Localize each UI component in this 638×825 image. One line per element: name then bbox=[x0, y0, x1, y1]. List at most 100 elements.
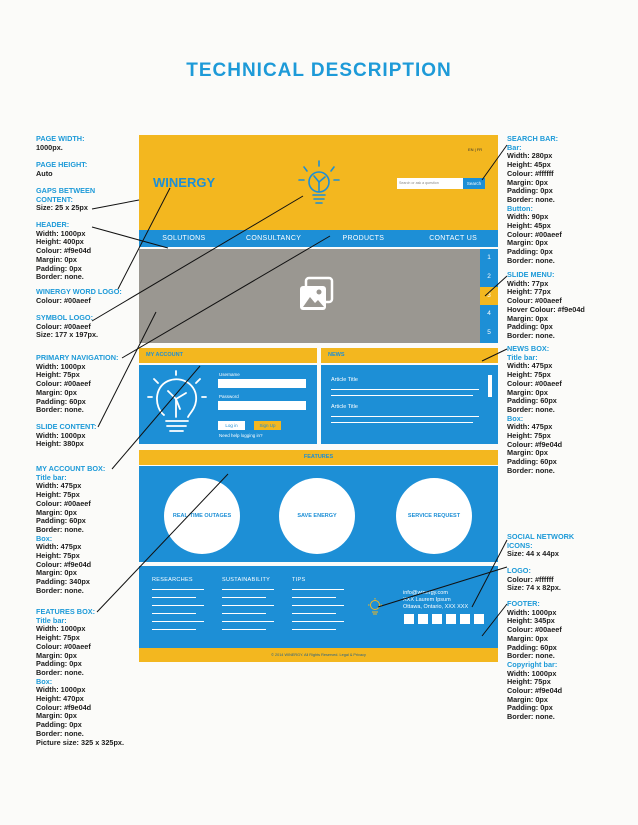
spec-line: Auto bbox=[36, 168, 53, 178]
nav-item-consultancy[interactable]: CONSULTANCY bbox=[246, 235, 302, 242]
social-network-icon[interactable] bbox=[418, 614, 428, 624]
spec-line: Width: 475px bbox=[36, 542, 82, 552]
spec-line: Padding: 60px bbox=[36, 396, 86, 406]
spec-symbol-logo: SYMBOL LOGO: Colour: #00aeef Size: 177 x 1… bbox=[36, 313, 98, 340]
spec-primary-nav: PRIMARY NAVIGATION: Width: 1000px Height: … bbox=[36, 353, 118, 415]
spec-line: Border: none. bbox=[507, 330, 555, 340]
spec-line: Height: 75px bbox=[36, 551, 80, 561]
spec-heading: GAPS BETWEEN bbox=[36, 186, 96, 195]
spec-word-logo: WINERGY WORD LOGO: Colour: #00aeef bbox=[36, 287, 122, 305]
slide-menu-item[interactable]: 5 bbox=[487, 329, 491, 337]
footer-col-researches[interactable]: RESEARCHES bbox=[152, 577, 193, 583]
spec-line: Margin: 0px bbox=[507, 238, 548, 248]
spec-line: Height: 75px bbox=[36, 633, 80, 643]
spec-subheading: Copyright bar: bbox=[507, 659, 558, 669]
spec-heading: NEWS BOX: bbox=[507, 344, 550, 353]
spec-line: Width: 280px bbox=[507, 151, 553, 161]
footer-link-line bbox=[222, 629, 266, 631]
spec-heading: HEADER: bbox=[36, 220, 70, 229]
mockup-word-logo: WINERGY bbox=[153, 175, 216, 190]
footer-email[interactable]: info@winergy.com bbox=[403, 590, 448, 596]
footer-link-line bbox=[152, 629, 196, 631]
spec-page-width: PAGE WIDTH: 1000px. bbox=[36, 134, 85, 152]
nav-item-contact-us[interactable]: CONTACT US bbox=[429, 235, 478, 242]
spec-line: Hover Colour: #f9e04d bbox=[507, 304, 585, 314]
social-network-icon[interactable] bbox=[432, 614, 442, 624]
spec-account-box: MY ACCOUNT BOX: Title bar: Width: 475px Hei… bbox=[36, 464, 105, 596]
username-field[interactable] bbox=[218, 379, 306, 388]
spec-search-bar: SEARCH BAR: Bar: Width: 280px Height: 45px C… bbox=[507, 134, 562, 266]
social-network-icon[interactable] bbox=[460, 614, 470, 624]
slide-menu-item[interactable]: 1 bbox=[487, 254, 491, 261]
spec-line: Margin: 0px bbox=[507, 177, 548, 187]
feature-real-time-outages[interactable]: REAL-TIME OUTAGES bbox=[164, 478, 240, 554]
news-scrollbar[interactable] bbox=[488, 375, 492, 397]
spec-line: Width: 475px bbox=[507, 422, 553, 432]
spec-line: Colour: #00aeef bbox=[507, 296, 562, 306]
news-article-link[interactable]: Article Title bbox=[331, 404, 358, 410]
footer-link-line bbox=[292, 621, 344, 623]
spec-line: Padding: 0px bbox=[36, 720, 82, 730]
spec-line: Border: none. bbox=[507, 194, 555, 204]
nav-item-products[interactable]: PRODUCTS bbox=[342, 235, 385, 242]
login-button[interactable]: Log in bbox=[218, 421, 245, 430]
nav-item-solutions[interactable]: SOLUTIONS bbox=[162, 235, 206, 242]
feature-save-energy[interactable]: SAVE ENERGY bbox=[279, 478, 355, 554]
text-line bbox=[331, 389, 479, 391]
social-network-icon[interactable] bbox=[404, 614, 414, 624]
spec-line: Colour: #00aeef bbox=[36, 641, 91, 651]
footer-link-line bbox=[152, 589, 204, 591]
help-login-link[interactable]: Need help logging in? bbox=[219, 433, 263, 438]
spec-line: Colour: #f9e04d bbox=[36, 559, 92, 569]
spec-heading: PAGE HEIGHT: bbox=[36, 160, 88, 169]
spec-line: Width: 1000px bbox=[507, 607, 557, 617]
mockup-language-switch: EN | FR bbox=[468, 147, 483, 152]
spec-line: Height: 75px bbox=[507, 431, 551, 441]
lightbulb-icon bbox=[298, 160, 340, 204]
footer-col-tips[interactable]: TIPS bbox=[292, 577, 306, 583]
footer bbox=[139, 566, 498, 648]
footer-link-line bbox=[222, 621, 274, 623]
spec-line: Margin: 0px bbox=[36, 568, 77, 578]
text-line bbox=[331, 395, 473, 397]
social-network-icon[interactable] bbox=[474, 614, 484, 624]
spec-page-height: PAGE HEIGHT: Auto bbox=[36, 160, 88, 178]
spec-heading: SLIDE CONTENT: bbox=[36, 422, 97, 431]
footer-col-sustainability[interactable]: SUSTAINABILITY bbox=[222, 577, 271, 583]
spec-line: Size: 74 x 82px. bbox=[507, 583, 561, 593]
spec-line: Colour: #f9e04d bbox=[507, 439, 563, 449]
spec-heading: Title bar: bbox=[36, 472, 67, 482]
footer-link-line bbox=[292, 613, 336, 615]
news-article-link[interactable]: Article Title bbox=[331, 377, 358, 383]
slide-menu-item-active[interactable]: 3 bbox=[480, 286, 498, 306]
spec-line: Padding: 60px bbox=[507, 457, 557, 467]
spec-line: Width: 77px bbox=[507, 278, 549, 288]
spec-line: Margin: 0px bbox=[36, 711, 77, 721]
spec-line: Border: none. bbox=[36, 728, 84, 738]
username-label: Username bbox=[219, 372, 240, 377]
slide-menu-item[interactable]: 2 bbox=[487, 272, 491, 280]
spec-line: Width: 1000px bbox=[36, 361, 86, 371]
spec-line: Padding: 0px bbox=[507, 247, 553, 257]
feature-service-request[interactable]: SERVICE REQUEST bbox=[396, 478, 472, 554]
spec-heading: WINERGY WORD LOGO: bbox=[36, 287, 122, 296]
spec-line: Border: none. bbox=[36, 585, 84, 595]
news-title-bar: NEWS bbox=[321, 348, 498, 363]
mockup-search-input[interactable]: Search or ask a question bbox=[397, 178, 463, 189]
spec-subheading: Button: bbox=[507, 203, 533, 213]
slide-menu-item[interactable]: 4 bbox=[487, 310, 491, 318]
spec-heading: LOGO: bbox=[507, 566, 531, 575]
password-field[interactable] bbox=[218, 401, 306, 410]
social-network-icon[interactable] bbox=[446, 614, 456, 624]
signup-button[interactable]: Sign Up bbox=[254, 421, 281, 430]
footer-link-line bbox=[292, 629, 336, 631]
spec-line: Border: none. bbox=[507, 712, 555, 722]
password-label: Password bbox=[219, 394, 239, 399]
footer-address-city: Ottawa, Ontario, XXX XXX bbox=[403, 604, 469, 610]
spec-heading: PAGE WIDTH: bbox=[36, 134, 85, 143]
spec-subheading: Box: bbox=[36, 676, 53, 686]
mockup-search-button[interactable]: Search bbox=[463, 178, 485, 189]
spec-subheading: Box: bbox=[36, 533, 53, 543]
spec-line: Padding: 60px bbox=[507, 396, 557, 406]
spec-line: Colour: #00aeef bbox=[36, 321, 91, 331]
